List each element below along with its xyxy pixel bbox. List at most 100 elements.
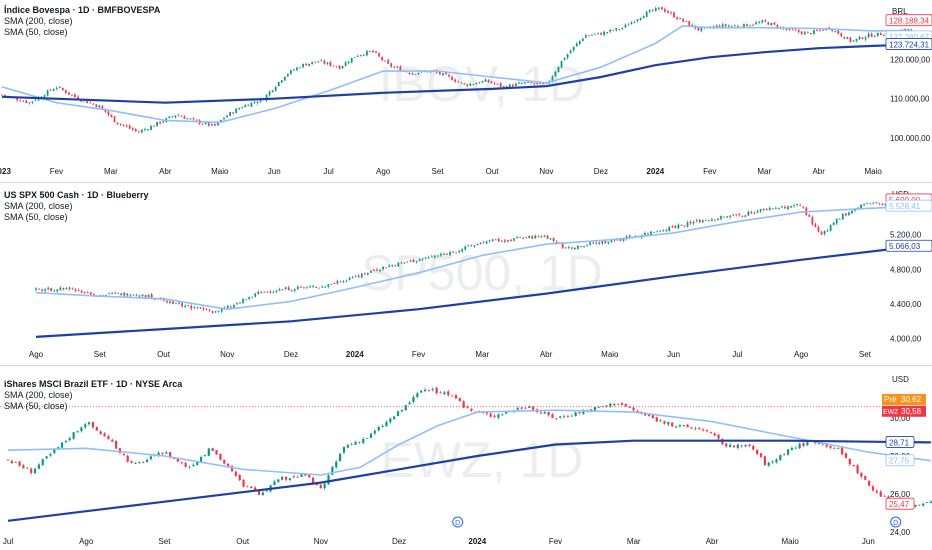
ewz-candle[interactable]: [636, 410, 639, 413]
ewz-candle[interactable]: [729, 444, 732, 448]
spx-sma200-label[interactable]: SMA (200, close): [4, 201, 73, 211]
ewz-candle[interactable]: [408, 402, 411, 405]
ibov-sma200-line[interactable]: [1, 43, 912, 104]
spx-candle[interactable]: [771, 208, 774, 210]
ewz-candle[interactable]: [551, 414, 554, 418]
spx-candle[interactable]: [117, 293, 120, 294]
spx-candle[interactable]: [482, 242, 485, 244]
ewz-candle[interactable]: [632, 407, 635, 411]
ibov-candle[interactable]: [724, 24, 727, 27]
ibov-candle[interactable]: [326, 62, 329, 64]
ibov-candle[interactable]: [445, 72, 447, 75]
ewz-candle[interactable]: [713, 433, 716, 436]
ewz-candle[interactable]: [574, 412, 577, 416]
ibov-candle[interactable]: [776, 25, 779, 28]
ibov-candle[interactable]: [846, 37, 849, 39]
spx-candle[interactable]: [872, 202, 875, 204]
ibov-sma200-label[interactable]: SMA (200, close): [4, 16, 73, 26]
ibov-candle[interactable]: [220, 119, 222, 123]
ewz-candle[interactable]: [281, 476, 284, 480]
ewz-candle[interactable]: [350, 443, 353, 445]
spx-candle[interactable]: [528, 235, 531, 238]
ibov-candle[interactable]: [119, 124, 122, 126]
ewz-candle[interactable]: [443, 392, 446, 395]
ewz-candle[interactable]: [609, 403, 612, 407]
ewz-candle[interactable]: [373, 430, 376, 434]
spx-candle[interactable]: [388, 265, 391, 267]
ewz-candle[interactable]: [165, 452, 168, 454]
spx-candle[interactable]: [869, 203, 872, 205]
ewz-candle[interactable]: [64, 440, 68, 443]
ewz-candle[interactable]: [605, 405, 608, 407]
ibov-candle[interactable]: [864, 37, 867, 40]
spx-candle[interactable]: [172, 301, 174, 304]
ewz-candle[interactable]: [207, 448, 210, 456]
ewz-candle[interactable]: [651, 415, 654, 419]
spx-candle[interactable]: [178, 302, 180, 304]
spx-candle[interactable]: [750, 212, 753, 214]
ibov-candle[interactable]: [150, 125, 152, 130]
ibov-candle[interactable]: [235, 108, 238, 114]
spx-candle[interactable]: [680, 225, 683, 226]
ibov-candle[interactable]: [721, 24, 724, 28]
spx-candle[interactable]: [266, 291, 269, 293]
spx-candle[interactable]: [729, 215, 732, 218]
spx-candle[interactable]: [394, 265, 397, 267]
ibov-candle[interactable]: [472, 84, 475, 85]
ibov-candle[interactable]: [332, 65, 335, 67]
ewz-candle[interactable]: [377, 426, 380, 431]
ewz-candle[interactable]: [238, 474, 241, 481]
spx-candle[interactable]: [616, 239, 619, 241]
spx-candle[interactable]: [860, 204, 862, 209]
spx-candle[interactable]: [360, 273, 363, 278]
spx-candle[interactable]: [823, 230, 826, 235]
ewz-candle[interactable]: [806, 442, 809, 446]
spx-candle[interactable]: [866, 203, 869, 205]
ewz-candle[interactable]: [246, 486, 249, 488]
ibov-candle[interactable]: [174, 115, 177, 118]
spx-candle[interactable]: [793, 205, 795, 207]
ewz-candle[interactable]: [922, 503, 925, 506]
spx-candle[interactable]: [796, 204, 799, 205]
ewz-candle[interactable]: [219, 454, 222, 460]
ewz-candle[interactable]: [161, 452, 164, 454]
ibov-candle[interactable]: [110, 114, 113, 117]
spx-panel[interactable]: SP500, 1D Ago Set Out Nov Dez 2024 Fev Mar Abr Mai…: [0, 183, 932, 365]
ewz-candle[interactable]: [748, 444, 751, 446]
spx-candle[interactable]: [111, 293, 113, 295]
ibov-candle[interactable]: [411, 73, 414, 75]
spx-candle[interactable]: [546, 235, 549, 239]
ewz-candle[interactable]: [790, 447, 794, 450]
spx-candle[interactable]: [513, 238, 515, 241]
spx-candle[interactable]: [610, 239, 613, 242]
ibov-candle[interactable]: [232, 112, 234, 114]
spx-candle[interactable]: [363, 273, 366, 275]
spx-candle[interactable]: [92, 294, 95, 296]
ewz-candle[interactable]: [76, 431, 79, 433]
ewz-candle[interactable]: [203, 455, 207, 457]
spx-candle[interactable]: [735, 214, 738, 216]
ibov-candle[interactable]: [359, 55, 362, 56]
ibov-candle[interactable]: [314, 61, 317, 63]
spx-candle[interactable]: [202, 308, 205, 310]
ibov-candle[interactable]: [533, 83, 536, 85]
ewz-candle[interactable]: [524, 407, 527, 409]
ewz-candle[interactable]: [798, 443, 801, 449]
ibov-candle[interactable]: [1, 94, 3, 96]
spx-candle[interactable]: [138, 295, 141, 297]
spx-candle[interactable]: [239, 302, 241, 304]
spx-candle[interactable]: [242, 299, 244, 303]
ibov-candle[interactable]: [660, 7, 663, 10]
spx-candle[interactable]: [190, 305, 193, 309]
ewz-candle[interactable]: [323, 483, 326, 489]
ewz-candle[interactable]: [57, 447, 60, 449]
ibov-candle[interactable]: [822, 29, 824, 31]
spx-candle[interactable]: [622, 238, 625, 241]
spx-candle[interactable]: [589, 242, 591, 245]
ewz-candle[interactable]: [736, 444, 739, 449]
spx-candle[interactable]: [500, 240, 503, 242]
spx-candle[interactable]: [357, 275, 360, 277]
ibov-candle[interactable]: [530, 82, 532, 84]
ibov-candle[interactable]: [338, 65, 341, 69]
spx-candle[interactable]: [153, 299, 156, 300]
